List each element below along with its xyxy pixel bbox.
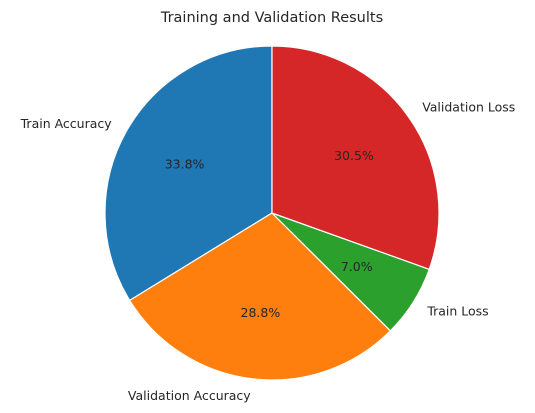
pie-slices	[104, 45, 440, 381]
pie-slice-label-train-accuracy: Train Accuracy	[20, 116, 113, 131]
pie-pct-label-train-loss: 7.0%	[341, 259, 373, 274]
pie-slice-label-validation-loss: Validation Loss	[422, 100, 515, 115]
pie-slice-label-validation-accuracy: Validation Accuracy	[128, 388, 251, 403]
pie-slice-train-accuracy	[104, 45, 273, 302]
pie-pct-label-train-accuracy: 33.8%	[165, 157, 205, 172]
pie-slice-label-train-loss: Train Loss	[426, 304, 488, 319]
pie-slice-validation-loss	[271, 45, 440, 270]
pie-pct-label-validation-accuracy: 28.8%	[241, 305, 281, 320]
chart-title: Training and Validation Results	[160, 10, 383, 26]
pie-slice-validation-accuracy	[129, 212, 391, 381]
pie-pct-label-validation-loss: 30.5%	[334, 148, 374, 163]
pie-labels: 33.8% Train Accuracy 28.8% Validation Accur…	[20, 100, 516, 403]
